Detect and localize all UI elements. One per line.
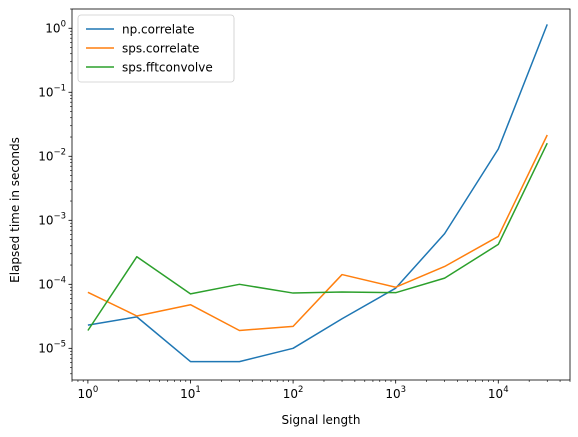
y-tick-label: 10−2: [38, 147, 66, 163]
legend: np.correlate sps.correlate sps.fftconvolve: [77, 14, 235, 83]
series-layer: [87, 24, 548, 363]
legend-label: sps.fftconvolve: [122, 61, 213, 75]
y-tick-label: 10−5: [38, 339, 66, 355]
series-line-sps-fftconvolve: [87, 142, 548, 331]
axes-layer: 100 101 102 103 104 10−5 10−4 10−3 10−2 10−1 100: [38, 8, 571, 401]
x-tick-label: 103: [385, 385, 406, 401]
y-tick-label: 10−1: [38, 83, 66, 99]
x-axis-label: Signal length: [282, 413, 361, 427]
y-axis-label: Elapsed time in seconds: [8, 137, 22, 283]
axes-frame: [71, 8, 571, 381]
legend-label: sps.correlate: [122, 42, 199, 56]
legend-label: np.correlate: [122, 23, 195, 37]
y-tick-label: 100: [45, 19, 66, 35]
y-tick-label: 10−3: [38, 211, 66, 227]
series-line-sps-correlate: [87, 134, 548, 332]
x-tick-label: 104: [488, 385, 509, 401]
x-tick-label: 101: [180, 385, 201, 401]
x-tick-label: 102: [283, 385, 304, 401]
x-tick-label: 100: [78, 385, 99, 401]
legend-box: [77, 14, 235, 83]
series-line-np-correlate: [87, 24, 548, 363]
y-tick-label: 10−4: [38, 275, 66, 291]
